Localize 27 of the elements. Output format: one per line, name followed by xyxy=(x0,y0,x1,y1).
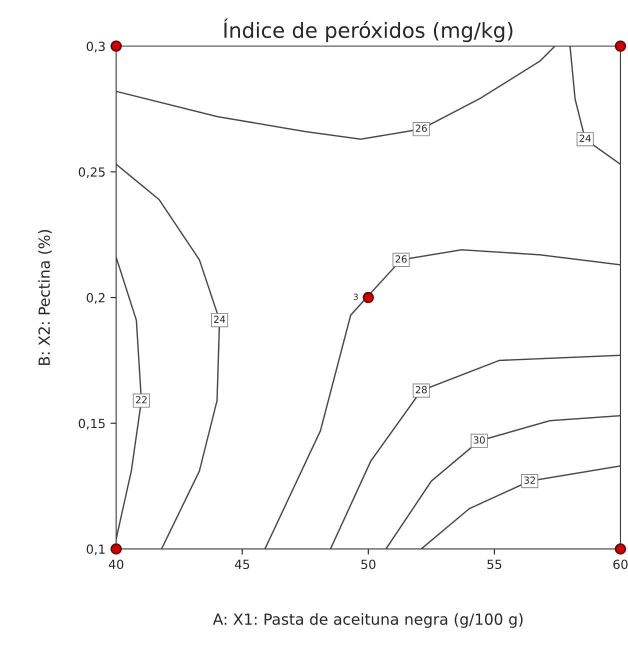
point xyxy=(614,40,626,52)
series-label: 28 xyxy=(416,386,427,394)
y-axis-title: B: X2: Pectina (%) xyxy=(38,230,52,365)
x-tick-label: 50 xyxy=(361,560,376,570)
series-label: 32 xyxy=(524,476,535,484)
point xyxy=(110,543,122,555)
x-tick-label: 40 xyxy=(108,560,124,570)
point xyxy=(614,543,626,555)
point xyxy=(362,292,374,304)
x-tick-label: 60 xyxy=(613,560,628,570)
x-tick-label: 55 xyxy=(487,560,502,570)
chart-title: Índice de peróxidos (mg/kg) xyxy=(224,18,512,42)
series-label: 26 xyxy=(396,255,407,263)
x-axis-title: A: X1: Pasta de aceituna negra (g/100 g) xyxy=(212,613,523,628)
x-tick-label: 45 xyxy=(234,560,250,570)
series-label: 24 xyxy=(580,134,591,142)
y-tick-label: 0,2 xyxy=(86,293,105,304)
y-tick-label: 0,3 xyxy=(86,42,105,52)
series-label: 22 xyxy=(136,396,147,404)
series-label: 30 xyxy=(474,436,485,444)
point xyxy=(110,40,122,52)
series-label: 26 xyxy=(416,124,427,132)
series-label: 24 xyxy=(214,316,226,323)
y-tick-label: 0,25 xyxy=(78,167,105,178)
y-tick-label: 0,1 xyxy=(86,544,105,556)
annotation: 3 xyxy=(354,294,358,300)
y-tick-label: 0,15 xyxy=(78,418,105,430)
